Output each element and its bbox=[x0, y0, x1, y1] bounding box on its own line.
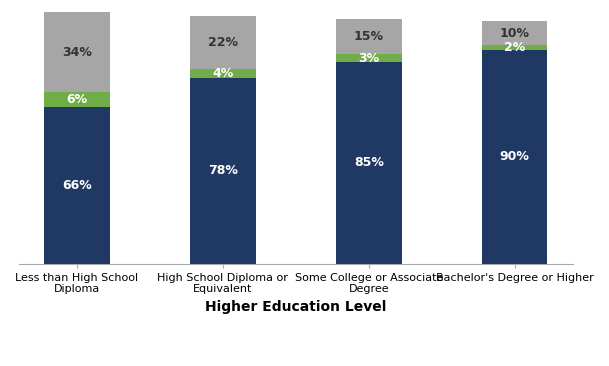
Text: 78%: 78% bbox=[208, 164, 238, 178]
Bar bbox=[44, 12, 110, 93]
Bar bbox=[482, 21, 547, 45]
Bar bbox=[482, 50, 547, 264]
Bar bbox=[482, 45, 547, 50]
Text: 22%: 22% bbox=[208, 36, 238, 49]
Text: 34%: 34% bbox=[62, 46, 92, 59]
X-axis label: Higher Education Level: Higher Education Level bbox=[205, 300, 387, 314]
Bar bbox=[190, 16, 256, 69]
Bar bbox=[190, 69, 256, 78]
Bar bbox=[190, 78, 256, 264]
Text: 3%: 3% bbox=[358, 52, 379, 64]
Text: 6%: 6% bbox=[66, 93, 88, 106]
Text: 15%: 15% bbox=[354, 30, 384, 43]
Bar bbox=[44, 107, 110, 264]
Bar bbox=[44, 93, 110, 107]
Text: 10%: 10% bbox=[499, 27, 530, 40]
Text: 90%: 90% bbox=[500, 150, 530, 163]
Text: 2%: 2% bbox=[504, 41, 525, 54]
Bar bbox=[336, 55, 401, 61]
Text: 85%: 85% bbox=[354, 156, 384, 169]
Text: 4%: 4% bbox=[213, 67, 233, 80]
Bar bbox=[336, 61, 401, 264]
Text: 66%: 66% bbox=[62, 179, 92, 192]
Bar bbox=[336, 19, 401, 55]
